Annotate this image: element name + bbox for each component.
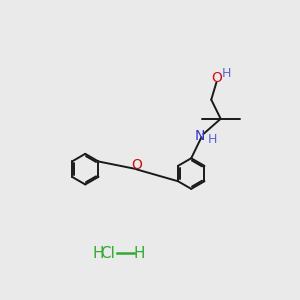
Text: H: H [222,67,231,80]
Text: H: H [93,246,104,261]
Text: O: O [211,71,222,85]
Text: H: H [134,246,146,261]
Text: N: N [195,130,205,143]
Text: H: H [208,133,218,146]
Text: O: O [131,158,142,172]
Text: Cl: Cl [100,246,115,261]
